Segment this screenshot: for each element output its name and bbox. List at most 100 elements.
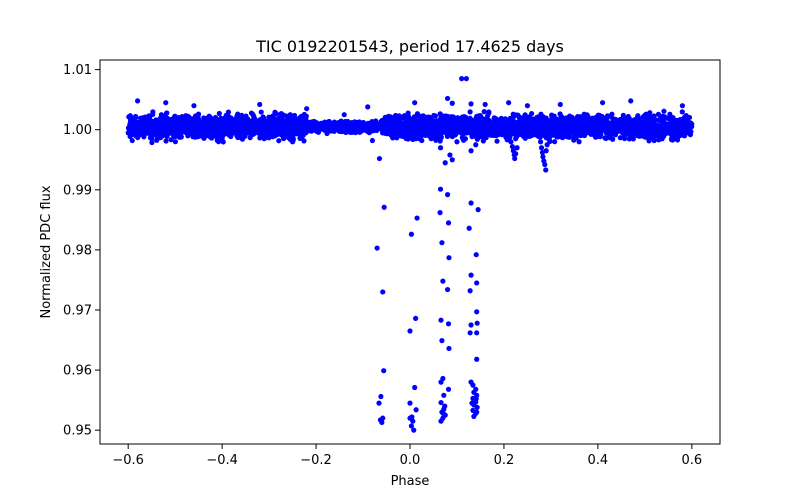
baseline-point <box>592 132 598 138</box>
data-point <box>380 289 386 295</box>
data-point <box>444 95 451 102</box>
baseline-point <box>254 129 260 135</box>
baseline-point <box>667 111 673 117</box>
baseline-point <box>469 131 475 138</box>
x-tick-label: 0.4 <box>588 453 609 468</box>
data-point <box>438 317 444 323</box>
baseline-point <box>525 115 532 121</box>
baseline-point <box>173 117 179 123</box>
x-tick-label: 0.6 <box>681 453 702 468</box>
baseline-point <box>172 139 178 145</box>
baseline-point <box>341 123 347 130</box>
baseline-point <box>408 118 414 124</box>
baseline-point <box>483 135 489 141</box>
data-point <box>435 136 441 142</box>
baseline-point <box>497 121 503 127</box>
baseline-point <box>274 130 281 136</box>
baseline-point <box>486 110 492 116</box>
baseline-point <box>406 123 412 130</box>
baseline-point <box>468 117 474 123</box>
data-point <box>412 100 418 106</box>
data-point <box>408 423 415 429</box>
baseline-point <box>388 114 394 120</box>
baseline-point <box>301 114 307 121</box>
baseline-point <box>220 120 227 127</box>
baseline-point <box>451 116 457 122</box>
baseline-point <box>227 132 233 138</box>
baseline-point <box>148 131 154 138</box>
baseline-point <box>661 108 667 114</box>
baseline-point <box>281 120 287 126</box>
data-point <box>257 101 263 108</box>
baseline-point <box>376 124 382 130</box>
baseline-point <box>636 122 642 128</box>
baseline-point <box>623 116 630 122</box>
baseline-point <box>610 136 616 142</box>
baseline-point <box>540 125 546 131</box>
baseline-point <box>564 134 570 140</box>
baseline-point <box>257 118 263 124</box>
baseline-point <box>481 128 487 134</box>
baseline-point <box>293 123 299 129</box>
data-point <box>463 76 469 82</box>
baseline-point <box>593 115 599 121</box>
data-point <box>513 151 519 157</box>
data-point <box>508 139 514 145</box>
x-tick-label: 0.0 <box>400 453 421 468</box>
baseline-point <box>127 132 134 138</box>
data-point <box>413 315 419 321</box>
baseline-point <box>461 113 467 120</box>
data-point <box>439 240 445 246</box>
baseline-point <box>172 133 178 139</box>
baseline-point <box>265 117 271 123</box>
baseline-point <box>178 130 184 136</box>
x-tick-label: 0.2 <box>494 453 515 468</box>
baseline-point <box>248 122 254 128</box>
baseline-point <box>580 117 586 123</box>
baseline-point <box>154 135 161 141</box>
baseline-point <box>565 128 571 134</box>
baseline-point <box>149 139 155 146</box>
baseline-point <box>426 127 432 133</box>
baseline-point <box>205 118 211 124</box>
data-point <box>542 161 548 168</box>
data-point <box>536 130 542 136</box>
baseline-point <box>495 130 501 137</box>
data-point <box>381 368 387 374</box>
data-point <box>544 142 550 148</box>
baseline-point <box>134 123 140 129</box>
data-point <box>679 103 686 109</box>
baseline-point <box>459 120 465 126</box>
baseline-point <box>559 114 565 120</box>
baseline-point <box>359 122 366 128</box>
baseline-point <box>507 115 513 121</box>
baseline-point <box>519 124 525 130</box>
baseline-point <box>579 130 586 136</box>
baseline-point <box>548 132 554 138</box>
baseline-point <box>407 130 413 136</box>
data-point <box>289 139 296 145</box>
baseline-point <box>444 131 450 137</box>
baseline-point <box>491 116 497 123</box>
baseline-point <box>163 138 169 144</box>
baseline-point <box>363 127 369 133</box>
data-point <box>473 396 479 402</box>
data-point <box>471 413 477 419</box>
baseline-point <box>346 126 352 132</box>
y-tick-label: 0.99 <box>63 183 92 198</box>
baseline-point <box>459 135 465 141</box>
data-point <box>543 148 549 154</box>
y-tick-label: 0.98 <box>63 243 92 258</box>
baseline-point <box>519 119 525 126</box>
baseline-point <box>610 115 616 122</box>
data-point <box>449 157 455 163</box>
baseline-point <box>168 137 174 143</box>
baseline-point <box>207 134 214 140</box>
baseline-point <box>483 119 490 125</box>
data-point <box>468 148 474 154</box>
data-point <box>413 407 419 413</box>
baseline-point <box>684 129 690 136</box>
baseline-point <box>327 124 333 130</box>
data-point <box>468 101 474 107</box>
